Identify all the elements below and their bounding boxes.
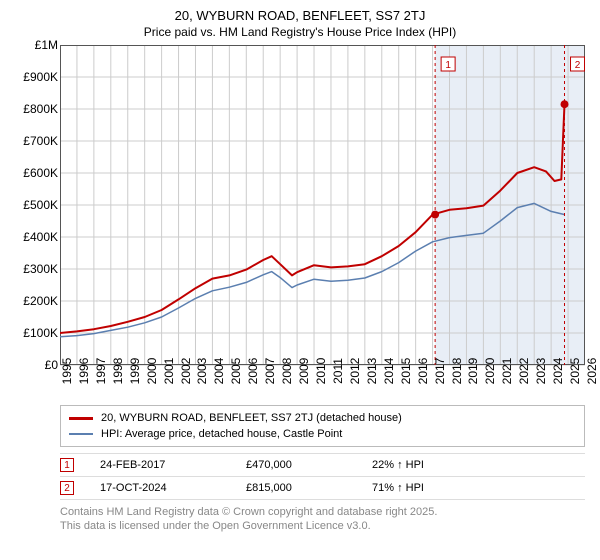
legend-swatch-property (69, 417, 93, 420)
line-chart: 12 (60, 45, 585, 367)
y-tick-label: £100K (10, 326, 58, 340)
y-tick-label: £1M (10, 38, 58, 52)
sale-price: £815,000 (246, 482, 346, 494)
sale-row: 2 17-OCT-2024 £815,000 71% ↑ HPI (60, 477, 585, 500)
sale-row: 1 24-FEB-2017 £470,000 22% ↑ HPI (60, 453, 585, 477)
page-subtitle: Price paid vs. HM Land Registry's House … (10, 25, 590, 39)
sale-hpi: 71% ↑ HPI (372, 482, 492, 494)
sale-hpi: 22% ↑ HPI (372, 459, 492, 471)
svg-text:1: 1 (445, 60, 451, 71)
x-tick-label: 2026 (585, 358, 600, 385)
credits-line-2: This data is licensed under the Open Gov… (60, 520, 585, 534)
svg-text:2: 2 (575, 60, 581, 71)
sale-date: 17-OCT-2024 (100, 482, 220, 494)
y-tick-label: £600K (10, 166, 58, 180)
y-tick-label: £300K (10, 262, 58, 276)
y-tick-label: £800K (10, 102, 58, 116)
credits-line-1: Contains HM Land Registry data © Crown c… (60, 506, 585, 520)
legend-swatch-hpi (69, 433, 93, 435)
y-tick-label: £700K (10, 134, 58, 148)
sale-marker-icon: 2 (60, 481, 74, 495)
legend-label-property: 20, WYBURN ROAD, BENFLEET, SS7 2TJ (deta… (101, 412, 402, 424)
y-tick-label: £900K (10, 70, 58, 84)
y-tick-label: £200K (10, 294, 58, 308)
legend-label-hpi: HPI: Average price, detached house, Cast… (101, 428, 342, 440)
page-title: 20, WYBURN ROAD, BENFLEET, SS7 2TJ (10, 8, 590, 23)
sales-list: 1 24-FEB-2017 £470,000 22% ↑ HPI 2 17-OCT-202… (60, 453, 585, 500)
y-tick-label: £0 (10, 358, 58, 372)
sale-marker-icon: 1 (60, 458, 74, 472)
chart-area: 12 £0£100K£200K£300K£400K£500K£600K£700K… (10, 45, 585, 405)
sale-price: £470,000 (246, 459, 346, 471)
credits: Contains HM Land Registry data © Crown c… (60, 506, 585, 534)
sale-date: 24-FEB-2017 (100, 459, 220, 471)
y-tick-label: £400K (10, 230, 58, 244)
y-tick-label: £500K (10, 198, 58, 212)
legend: 20, WYBURN ROAD, BENFLEET, SS7 2TJ (deta… (60, 405, 585, 447)
